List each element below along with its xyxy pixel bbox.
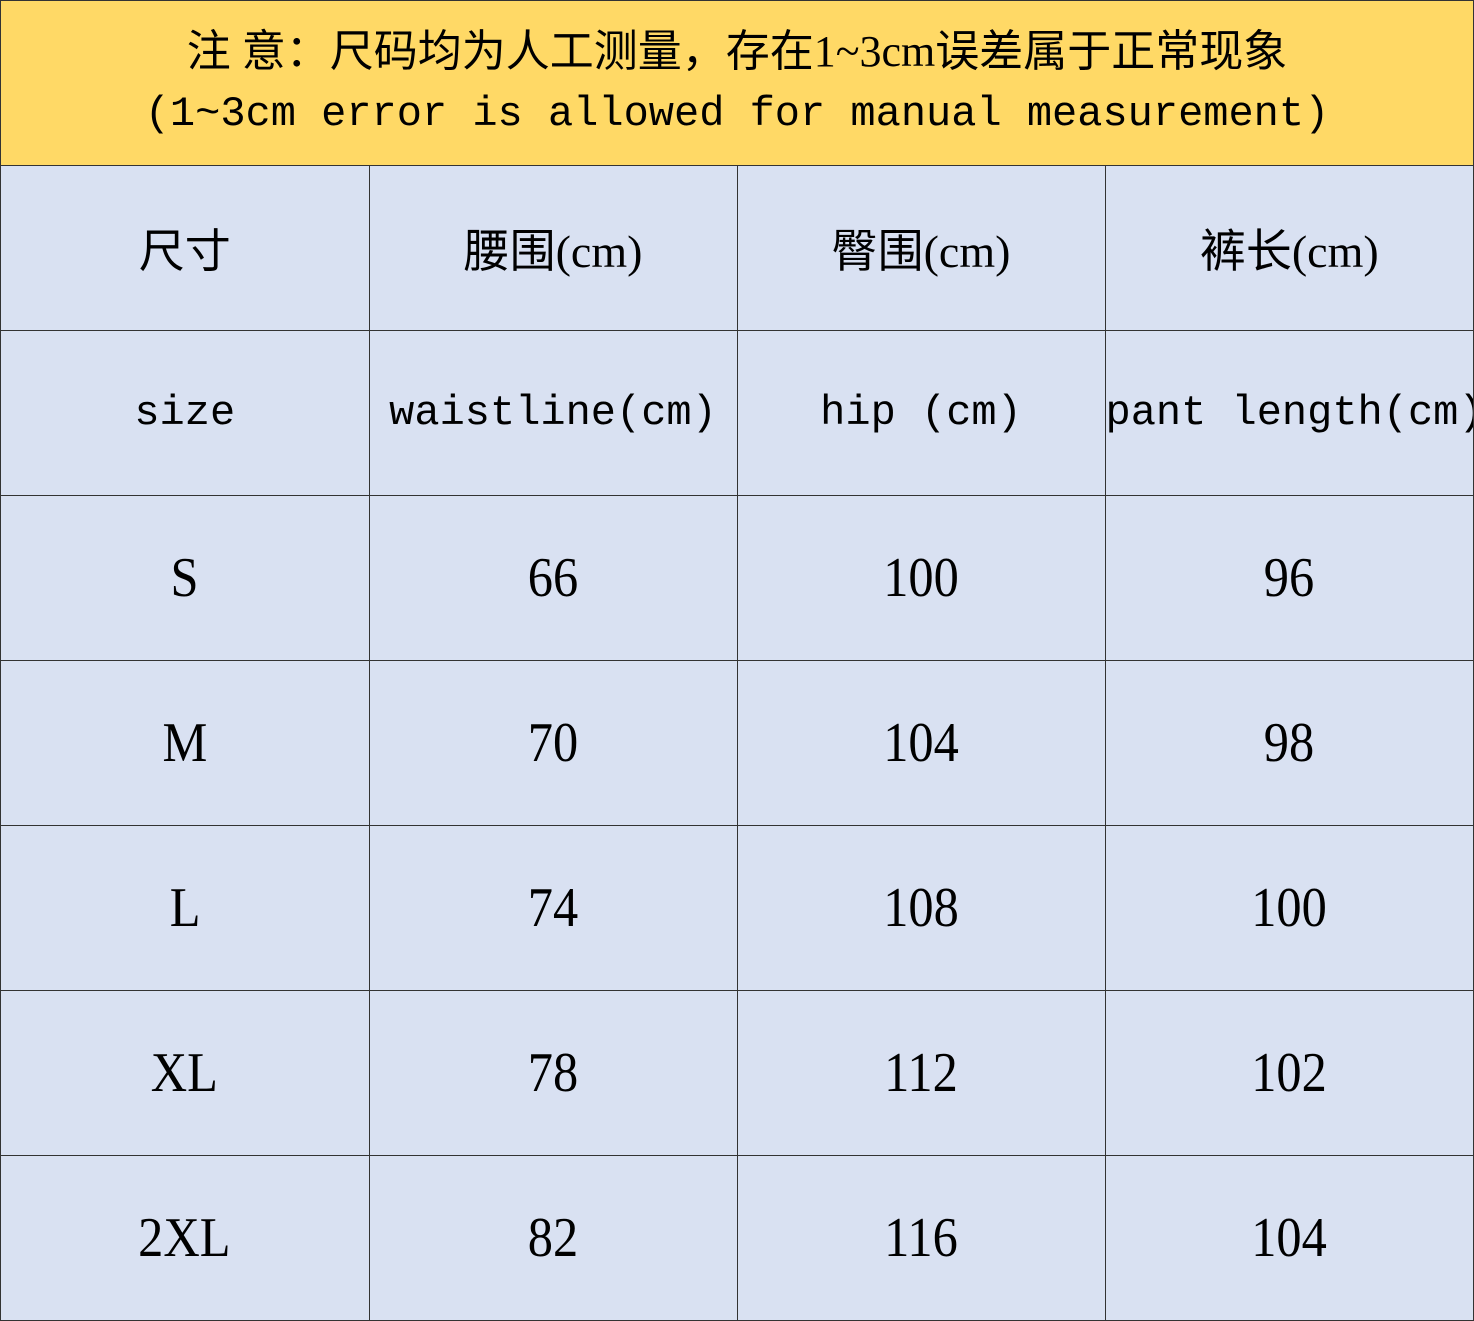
value-cell: 112 (736, 990, 1106, 1156)
cell-text: 98 (1264, 712, 1315, 774)
cell-text: 78 (527, 1042, 579, 1104)
table-row: XL 78 112 102 (1, 990, 1473, 1156)
header-cell: size (1, 330, 370, 496)
cell-text: L (169, 877, 201, 939)
header-cell: 裤长(cm) (1104, 166, 1473, 331)
header-cell: 腰围(cm) (368, 166, 738, 331)
header-cell: 臀围(cm) (736, 166, 1106, 331)
cell-text: 82 (527, 1207, 579, 1269)
table-row: L 74 108 100 (1, 825, 1473, 991)
size-table: 尺寸 腰围(cm) 臀围(cm) 裤长(cm) size waistline(c… (1, 166, 1473, 1321)
cell-text: 70 (527, 712, 579, 774)
value-cell: 116 (736, 1155, 1106, 1321)
value-cell: 102 (1104, 990, 1473, 1156)
cell-text: 116 (884, 1207, 958, 1269)
cell-text: 100 (1251, 877, 1328, 939)
size-cell: L (1, 825, 370, 991)
header-cell: hip (cm) (736, 330, 1106, 496)
size-cell: S (1, 495, 370, 661)
cell-text: 102 (1251, 1042, 1328, 1104)
value-cell: 74 (368, 825, 738, 991)
header-cell: pant length(cm) (1104, 330, 1473, 496)
value-cell: 78 (368, 990, 738, 1156)
value-cell: 108 (736, 825, 1106, 991)
value-cell: 96 (1104, 495, 1473, 661)
size-cell: M (1, 660, 370, 826)
cell-text: 96 (1264, 547, 1315, 609)
value-cell: 104 (736, 660, 1106, 826)
header-cell: 尺寸 (1, 166, 370, 331)
size-cell: XL (1, 990, 370, 1156)
size-cell: 2XL (1, 1155, 370, 1321)
cell-text: 108 (883, 877, 959, 939)
cell-text: 66 (527, 547, 579, 609)
cell-text: 104 (883, 712, 959, 774)
header-row-english: size waistline(cm) hip (cm) pant length(… (1, 330, 1473, 496)
value-cell: 104 (1104, 1155, 1473, 1321)
value-cell: 66 (368, 495, 738, 661)
value-cell: 100 (736, 495, 1106, 661)
note-chinese: 注 意：尺码均为人工测量，存在1~3cm误差属于正常现象 (186, 27, 1288, 76)
value-cell: 100 (1104, 825, 1473, 991)
value-cell: 70 (368, 660, 738, 826)
cell-text: 2XL (138, 1207, 231, 1269)
table-row: S 66 100 96 (1, 495, 1473, 661)
value-cell: 82 (368, 1155, 738, 1321)
cell-text: 112 (884, 1042, 958, 1104)
header-row-chinese: 尺寸 腰围(cm) 臀围(cm) 裤长(cm) (1, 166, 1473, 331)
cell-text: 74 (527, 877, 579, 939)
table-row: 2XL 82 116 104 (1, 1155, 1473, 1321)
measurement-note: 注 意：尺码均为人工测量，存在1~3cm误差属于正常现象 (1~3cm erro… (1, 1, 1473, 166)
header-cell: waistline(cm) (368, 330, 738, 496)
cell-text: XL (151, 1042, 219, 1104)
value-cell: 98 (1104, 660, 1473, 826)
note-english: (1~3cm error is allowed for manual measu… (144, 90, 1330, 138)
cell-text: 104 (1251, 1207, 1328, 1269)
cell-text: 100 (883, 547, 959, 609)
table-row: M 70 104 98 (1, 660, 1473, 826)
cell-text: M (162, 712, 208, 774)
cell-text: S (170, 547, 199, 609)
